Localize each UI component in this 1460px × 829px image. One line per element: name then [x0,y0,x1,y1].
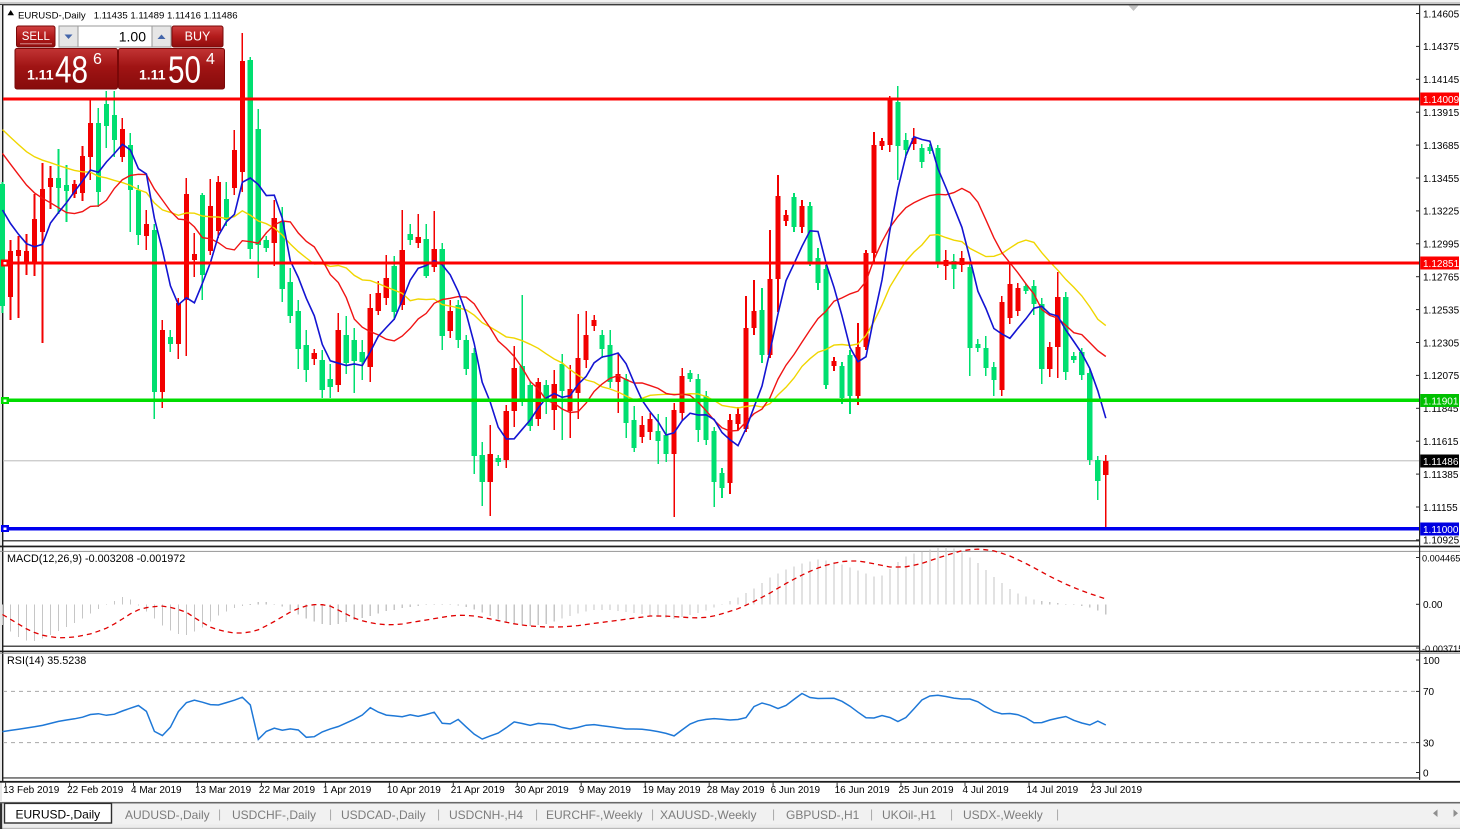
svg-text:4 Jul 2019: 4 Jul 2019 [963,785,1010,796]
svg-text:1.12995: 1.12995 [1423,240,1460,251]
svg-text:25 Jun 2019: 25 Jun 2019 [899,785,954,796]
svg-text:1.10925: 1.10925 [1423,536,1460,547]
svg-text:1.11385: 1.11385 [1423,470,1459,481]
svg-text:1.14145: 1.14145 [1423,75,1460,86]
svg-text:30: 30 [1423,738,1435,749]
svg-text:1 Apr 2019: 1 Apr 2019 [323,785,372,796]
svg-text:10 Apr 2019: 10 Apr 2019 [387,785,441,796]
svg-text:1.12075: 1.12075 [1423,371,1460,382]
svg-text:USDX-,Weekly: USDX-,Weekly [963,808,1043,822]
svg-text:1.11615: 1.11615 [1423,437,1459,448]
svg-text:1.14605: 1.14605 [1423,9,1460,20]
svg-text:|: | [329,807,332,821]
svg-text:22 Mar 2019: 22 Mar 2019 [259,785,316,796]
svg-text:70: 70 [1423,687,1435,698]
svg-text:6: 6 [93,51,102,68]
svg-text:0: 0 [1423,768,1429,779]
svg-text:28 May 2019: 28 May 2019 [707,785,765,796]
svg-text:1.11845: 1.11845 [1423,404,1459,415]
svg-text:|: | [218,807,221,821]
svg-text:|: | [1056,807,1059,821]
svg-text:1.11155: 1.11155 [1423,503,1458,514]
svg-text:USDCHF-,Daily: USDCHF-,Daily [232,808,316,822]
svg-text:|: | [437,807,440,821]
svg-text:1.11901: 1.11901 [1423,396,1459,407]
svg-text:AUDUSD-,Daily: AUDUSD-,Daily [125,808,210,822]
svg-text:1.13225: 1.13225 [1423,207,1460,218]
svg-text:1.12851: 1.12851 [1423,259,1460,270]
svg-text:BUY: BUY [185,30,211,44]
svg-text:-0.003715: -0.003715 [1422,644,1460,654]
svg-text:XAUUSD-,Weekly: XAUUSD-,Weekly [660,808,756,822]
svg-text:EURUSD-,Daily 1.11435 1.1148: EURUSD-,Daily 1.11435 1.11489 1.11416 1.… [18,11,238,22]
svg-text:30 Apr 2019: 30 Apr 2019 [515,785,569,796]
svg-text:|: | [535,807,538,821]
svg-text:1.11: 1.11 [27,67,54,83]
svg-text:4 Mar 2019: 4 Mar 2019 [131,785,182,796]
svg-text:21 Apr 2019: 21 Apr 2019 [451,785,505,796]
svg-text:SELL: SELL [22,31,51,43]
svg-text:USDCAD-,Daily: USDCAD-,Daily [341,808,426,822]
svg-text:14 Jul 2019: 14 Jul 2019 [1027,785,1079,796]
svg-text:GBPUSD-,H1: GBPUSD-,H1 [786,808,860,822]
svg-text:1.14009: 1.14009 [1423,95,1460,106]
svg-text:23 Jul 2019: 23 Jul 2019 [1090,785,1142,796]
svg-text:1.12535: 1.12535 [1423,305,1460,316]
svg-text:1.13685: 1.13685 [1423,141,1460,152]
svg-text:1.12305: 1.12305 [1423,338,1460,349]
svg-text:6 Jun 2019: 6 Jun 2019 [771,785,821,796]
svg-text:1.00: 1.00 [119,29,146,45]
svg-text:|: | [870,807,873,821]
svg-text:UKOil-,H1: UKOil-,H1 [882,808,936,822]
svg-text:1.13915: 1.13915 [1423,108,1460,119]
svg-text:50: 50 [168,50,201,92]
svg-text:|: | [950,807,953,821]
svg-text:0.004465: 0.004465 [1422,553,1460,563]
svg-text:100: 100 [1423,656,1440,667]
svg-text:1.13455: 1.13455 [1423,174,1460,185]
svg-text:1.11486: 1.11486 [1423,457,1459,468]
svg-text:13 Mar 2019: 13 Mar 2019 [195,785,252,796]
svg-text:22 Feb 2019: 22 Feb 2019 [67,785,124,796]
svg-text:|: | [651,807,654,821]
svg-text:0.00: 0.00 [1423,600,1443,611]
svg-text:EURCHF-,Weekly: EURCHF-,Weekly [546,808,642,822]
svg-text:16 Jun 2019: 16 Jun 2019 [835,785,890,796]
svg-text:RSI(14) 35.5238: RSI(14) 35.5238 [7,655,86,667]
svg-text:1.14375: 1.14375 [1423,42,1460,53]
svg-text:1.12765: 1.12765 [1423,273,1460,284]
svg-text:EURUSD-,Daily: EURUSD-,Daily [16,808,101,822]
svg-text:MACD(12,26,9) -0.003208 -0.001: MACD(12,26,9) -0.003208 -0.001972 [7,553,185,565]
svg-text:48: 48 [55,50,88,92]
svg-text:|: | [772,807,775,821]
svg-text:9 May 2019: 9 May 2019 [579,785,632,796]
svg-text:1.11: 1.11 [139,67,166,83]
svg-text:USDCNH-,H4: USDCNH-,H4 [449,808,523,822]
svg-text:1.11000: 1.11000 [1423,525,1459,536]
svg-text:13 Feb 2019: 13 Feb 2019 [3,785,60,796]
svg-text:19 May 2019: 19 May 2019 [643,785,701,796]
svg-text:4: 4 [206,51,215,68]
